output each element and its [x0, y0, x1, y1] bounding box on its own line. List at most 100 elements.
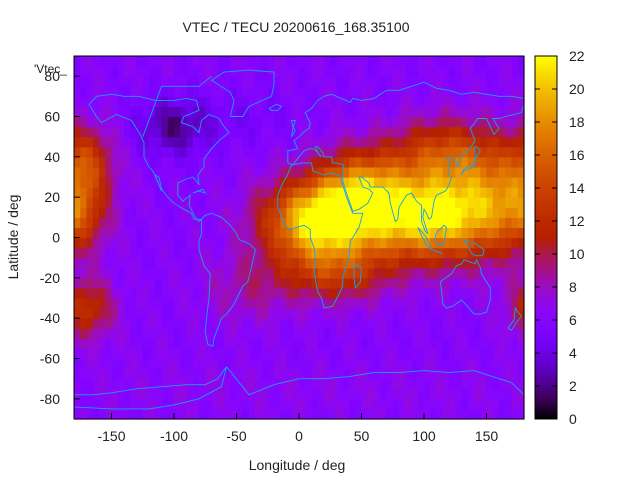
heatmap-cell: [424, 106, 431, 118]
heatmap-cell: [342, 146, 350, 158]
heatmap-cell: [386, 217, 394, 229]
heatmap-cell: [80, 187, 88, 198]
heatmap-cell: [311, 348, 319, 360]
heatmap-cell: [205, 257, 213, 269]
heatmap-cell: [130, 66, 138, 77]
heatmap-cell: [499, 257, 506, 269]
heatmap-cell: [305, 96, 313, 108]
heatmap-cell: [317, 207, 325, 218]
heatmap-cell: [380, 298, 388, 309]
heatmap-cell: [499, 348, 506, 360]
heatmap-cell: [186, 126, 194, 138]
heatmap-cell: [199, 257, 206, 269]
heatmap-cell: [205, 126, 213, 138]
heatmap-cell: [92, 237, 100, 249]
heatmap-cell: [367, 146, 375, 158]
heatmap-cell: [317, 217, 325, 229]
heatmap-cell: [124, 227, 131, 239]
heatmap-cell: [255, 287, 263, 299]
heatmap-cell: [192, 408, 200, 420]
heatmap-cell: [274, 237, 281, 249]
heatmap-cell: [474, 227, 481, 239]
heatmap-cell: [130, 388, 138, 400]
heatmap-cell: [455, 227, 463, 239]
heatmap-cell: [430, 217, 438, 229]
heatmap-cell: [180, 136, 188, 148]
heatmap-cell: [136, 146, 144, 158]
heatmap-cell: [274, 126, 281, 138]
heatmap-cell: [511, 217, 519, 229]
heatmap-cell: [355, 96, 363, 108]
heatmap-cell: [105, 166, 113, 178]
heatmap-cell: [374, 126, 381, 138]
heatmap-cell: [336, 328, 344, 339]
heatmap-cell: [99, 56, 106, 67]
heatmap-cell: [142, 237, 150, 249]
heatmap-cell: [299, 96, 306, 108]
heatmap-cell: [317, 56, 325, 67]
heatmap-cell: [430, 328, 438, 339]
heatmap-cell: [492, 227, 500, 239]
heatmap-cell: [480, 156, 488, 168]
heatmap-cell: [105, 338, 113, 350]
heatmap-cell: [424, 197, 431, 208]
heatmap-cell: [217, 106, 225, 118]
heatmap-cell: [167, 247, 175, 259]
heatmap-cell: [480, 177, 488, 188]
heatmap-cell: [111, 187, 119, 198]
heatmap-cell: [305, 187, 313, 198]
heatmap-cell: [174, 287, 181, 299]
heatmap-cell: [442, 298, 450, 309]
heatmap-cell: [455, 398, 463, 410]
heatmap-cell: [517, 86, 525, 97]
heatmap-cell: [455, 116, 463, 128]
heatmap-cell: [399, 56, 406, 67]
heatmap-cell: [199, 217, 206, 229]
heatmap-cell: [255, 318, 263, 329]
heatmap-cell: [117, 368, 125, 380]
heatmap-cell: [492, 156, 500, 168]
heatmap-cell: [249, 166, 256, 178]
heatmap-cell: [342, 217, 350, 229]
heatmap-cell: [480, 96, 488, 108]
heatmap-cell: [380, 197, 388, 208]
heatmap-cell: [86, 177, 94, 188]
heatmap-cell: [161, 156, 169, 168]
heatmap-cell: [517, 76, 525, 87]
heatmap-cell: [199, 308, 206, 319]
heatmap-cell: [442, 207, 450, 218]
heatmap-cell: [486, 146, 494, 158]
heatmap-cell: [136, 86, 144, 97]
heatmap-cell: [292, 398, 300, 410]
heatmap-cell: [380, 358, 388, 370]
heatmap-cell: [199, 177, 206, 188]
heatmap-cell: [361, 338, 369, 350]
heatmap-cell: [174, 298, 181, 309]
heatmap-cell: [167, 136, 175, 148]
heatmap-cell: [361, 287, 369, 299]
heatmap-cell: [274, 106, 281, 118]
heatmap-cell: [299, 66, 306, 77]
heatmap-cell: [505, 267, 513, 279]
heatmap-cell: [330, 368, 338, 380]
heatmap-cell: [255, 338, 263, 350]
heatmap-cell: [261, 328, 269, 339]
heatmap-cell: [186, 287, 194, 299]
heatmap-cell: [455, 187, 463, 198]
heatmap-cell: [336, 166, 344, 178]
heatmap-cell: [111, 66, 119, 77]
heatmap-cell: [361, 106, 369, 118]
heatmap-cell: [255, 227, 263, 239]
heatmap-cell: [211, 388, 219, 400]
y-tick-label: -80: [40, 391, 60, 407]
heatmap-cell: [167, 237, 175, 249]
heatmap-cell: [292, 56, 300, 67]
heatmap-cell: [236, 187, 244, 198]
heatmap-cell: [224, 368, 231, 380]
heatmap-cell: [299, 308, 306, 319]
heatmap-cell: [92, 106, 100, 118]
heatmap-cell: [86, 86, 94, 97]
heatmap-cell: [111, 116, 119, 128]
heatmap-cell: [330, 338, 338, 350]
heatmap-cell: [124, 116, 131, 128]
